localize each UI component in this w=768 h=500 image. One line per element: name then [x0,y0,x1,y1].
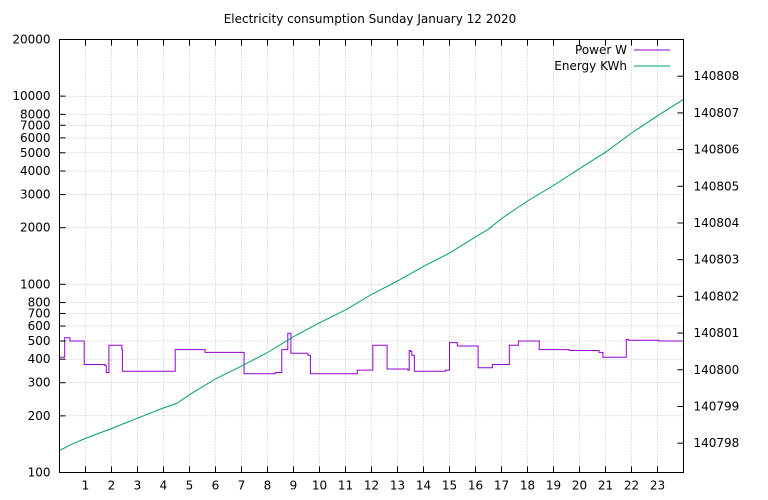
tick-labels: 1 2 3 4 5 6 7 8 9 10 11 12 13 14 15 16 17 18 19 20 21 22 23100… [12,33,739,493]
x-tick-label: 1 [82,479,90,493]
y2-tick-label: 140801 [694,326,740,340]
x-tick-label: 14 [416,479,431,493]
x-tick-label: 11 [338,479,353,493]
y2-tick-label: 140799 [694,399,740,413]
series-line-power-w [59,332,684,375]
series-layer [59,98,684,451]
y-tick-label: 100 [28,466,51,480]
x-tick-label: 9 [290,479,298,493]
y-tick-label: 6000 [20,131,51,145]
x-tick-label: 21 [598,479,613,493]
y2-tick-label: 140800 [694,363,740,377]
y-tick-label: 1000 [20,277,51,291]
y-tick-label: 10000 [12,89,50,103]
chart-title: Electricity consumption Sunday January 1… [224,12,517,26]
x-tick-label: 17 [494,479,509,493]
ticks [59,39,684,473]
y-tick-label: 400 [28,352,51,366]
y2-tick-label: 140803 [694,253,740,267]
y2-tick-label: 140807 [694,106,740,120]
legend-label: Power W [575,43,627,57]
x-tick-label: 12 [364,479,379,493]
y-tick-label: 8000 [20,107,51,121]
legend-label: Energy KWh [554,59,627,73]
grid [59,39,684,473]
y-tick-label: 300 [28,376,51,390]
x-tick-label: 4 [160,479,168,493]
x-tick-label: 7 [238,479,246,493]
x-tick-label: 2 [108,479,116,493]
x-tick-label: 8 [264,479,272,493]
y-tick-label: 200 [28,409,51,423]
x-tick-label: 16 [468,479,483,493]
x-tick-label: 23 [650,479,665,493]
y2-tick-label: 140806 [694,143,740,157]
x-tick-label: 20 [572,479,587,493]
x-tick-label: 3 [134,479,142,493]
x-tick-label: 5 [186,479,194,493]
y2-tick-label: 140802 [694,289,740,303]
x-tick-label: 15 [442,479,457,493]
y-tick-label: 700 [28,306,51,320]
y-tick-label: 2000 [20,221,51,235]
y-tick-label: 800 [28,296,51,310]
y-tick-label: 20000 [12,33,50,47]
legend: Power W Energy KWh [554,43,670,73]
x-tick-label: 18 [520,479,535,493]
y2-tick-label: 140804 [694,216,740,230]
y-tick-label: 7000 [20,118,51,132]
y2-tick-label: 140805 [694,179,740,193]
x-tick-label: 10 [312,479,327,493]
y2-tick-label: 140798 [694,436,740,450]
y-tick-label: 600 [28,319,51,333]
x-tick-label: 19 [546,479,561,493]
x-tick-label: 6 [212,479,220,493]
y2-tick-label: 140808 [694,69,740,83]
y-tick-label: 3000 [20,188,51,202]
series-line-energy-kwh [59,98,684,451]
y-tick-label: 500 [28,334,51,348]
y-tick-label: 5000 [20,146,51,160]
x-tick-label: 13 [390,479,405,493]
x-tick-label: 22 [624,479,639,493]
y-tick-label: 4000 [20,164,51,178]
